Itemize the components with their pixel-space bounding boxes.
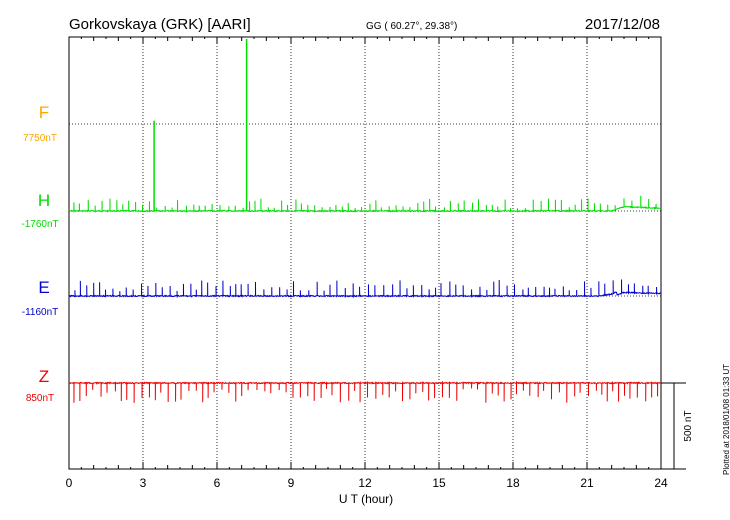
x-tick-label: 6 — [214, 476, 221, 490]
series-name-H: H — [38, 191, 50, 210]
x-axis: 0 3 6 9 12 15 18 21 24 — [66, 37, 668, 490]
coordinates-label: GG ( 60.27°, 29.38°) — [366, 21, 457, 32]
grid-lines — [69, 37, 661, 469]
series-trace-H — [68, 195, 662, 214]
x-tick-label: 24 — [654, 476, 668, 490]
x-tick-label: 18 — [506, 476, 520, 490]
series-baseline-E: -1160nT — [22, 307, 59, 318]
series-traces — [68, 39, 662, 403]
x-axis-title: U T (hour) — [339, 492, 393, 506]
x-tick-label: 9 — [288, 476, 295, 490]
scale-bar-label: 500 nT — [683, 410, 694, 441]
x-tick-label: 12 — [358, 476, 372, 490]
x-tick-label: 3 — [140, 476, 147, 490]
x-tick-label: 15 — [432, 476, 446, 490]
scale-bar: 500 nT — [661, 382, 694, 470]
series-labels: F 7750nT H -1760nT E -1160nT Z 850nT — [21, 103, 58, 404]
series-name-Z: Z — [39, 367, 49, 386]
plotted-timestamp: Plotted at 2018/01/08 01:33 UT — [722, 363, 730, 475]
series-baseline-F: 7750nT — [23, 133, 57, 144]
series-trace-Z — [68, 380, 662, 403]
series-baseline-Z: 850nT — [26, 393, 54, 404]
series-name-F: F — [39, 103, 49, 122]
x-tick-label: 0 — [66, 476, 73, 490]
date-label: 2017/12/08 — [585, 16, 660, 33]
series-baseline-H: -1760nT — [21, 219, 58, 230]
series-trace-E — [68, 279, 662, 299]
series-name-E: E — [38, 278, 49, 297]
station-title: Gorkovskaya (GRK) [AARI] — [69, 16, 251, 33]
x-tick-label: 21 — [580, 476, 594, 490]
